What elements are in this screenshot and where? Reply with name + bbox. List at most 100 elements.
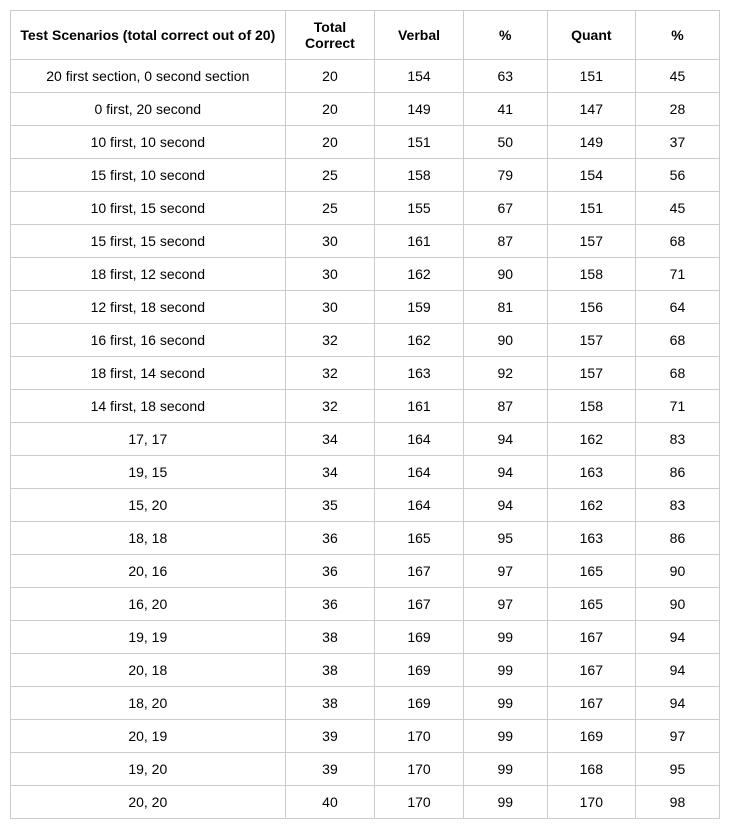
- table-cell: 39: [285, 720, 375, 753]
- table-cell: 155: [375, 192, 463, 225]
- table-cell: 161: [375, 390, 463, 423]
- table-cell: 63: [463, 60, 547, 93]
- table-cell: 151: [547, 60, 635, 93]
- table-row: 20, 19391709916997: [11, 720, 720, 753]
- table-cell: 90: [635, 588, 719, 621]
- table-cell: 20: [285, 93, 375, 126]
- table-cell: 97: [635, 720, 719, 753]
- table-cell: 90: [463, 324, 547, 357]
- table-cell: 151: [547, 192, 635, 225]
- table-cell: 168: [547, 753, 635, 786]
- table-cell: 30: [285, 258, 375, 291]
- col-header-verbal: Verbal: [375, 11, 463, 60]
- table-cell: 167: [547, 621, 635, 654]
- table-cell: 158: [547, 258, 635, 291]
- table-cell: 83: [635, 423, 719, 456]
- table-cell: 38: [285, 687, 375, 720]
- col-header-quant-pct: %: [635, 11, 719, 60]
- table-cell: 149: [547, 126, 635, 159]
- table-cell: 157: [547, 357, 635, 390]
- table-cell: 156: [547, 291, 635, 324]
- table-body: 20 first section, 0 second section201546…: [11, 60, 720, 819]
- table-cell: 83: [635, 489, 719, 522]
- table-cell: 164: [375, 456, 463, 489]
- table-cell: 10 first, 15 second: [11, 192, 286, 225]
- table-cell: 94: [635, 687, 719, 720]
- table-cell: 163: [547, 522, 635, 555]
- table-row: 18, 18361659516386: [11, 522, 720, 555]
- table-cell: 36: [285, 522, 375, 555]
- table-cell: 19, 20: [11, 753, 286, 786]
- table-cell: 167: [547, 687, 635, 720]
- table-cell: 35: [285, 489, 375, 522]
- table-cell: 162: [547, 423, 635, 456]
- table-cell: 163: [375, 357, 463, 390]
- table-row: 17, 17341649416283: [11, 423, 720, 456]
- table-cell: 19, 19: [11, 621, 286, 654]
- table-cell: 164: [375, 489, 463, 522]
- scenario-table: Test Scenarios (total correct out of 20)…: [10, 10, 720, 819]
- table-cell: 162: [547, 489, 635, 522]
- table-row: 18, 20381699916794: [11, 687, 720, 720]
- table-cell: 167: [547, 654, 635, 687]
- table-cell: 64: [635, 291, 719, 324]
- table-row: 19, 15341649416386: [11, 456, 720, 489]
- table-cell: 97: [463, 555, 547, 588]
- table-row: 15 first, 15 second301618715768: [11, 225, 720, 258]
- table-cell: 147: [547, 93, 635, 126]
- table-cell: 34: [285, 423, 375, 456]
- table-cell: 32: [285, 390, 375, 423]
- table-cell: 92: [463, 357, 547, 390]
- table-row: 18 first, 12 second301629015871: [11, 258, 720, 291]
- table-cell: 169: [375, 621, 463, 654]
- table-cell: 167: [375, 555, 463, 588]
- table-cell: 40: [285, 786, 375, 819]
- table-cell: 16, 20: [11, 588, 286, 621]
- table-cell: 99: [463, 654, 547, 687]
- table-cell: 170: [375, 786, 463, 819]
- table-row: 20, 16361679716590: [11, 555, 720, 588]
- table-row: 16, 20361679716590: [11, 588, 720, 621]
- table-cell: 99: [463, 753, 547, 786]
- table-cell: 20, 20: [11, 786, 286, 819]
- table-cell: 154: [547, 159, 635, 192]
- table-cell: 14 first, 18 second: [11, 390, 286, 423]
- table-row: 10 first, 15 second251556715145: [11, 192, 720, 225]
- table-cell: 157: [547, 324, 635, 357]
- table-cell: 87: [463, 225, 547, 258]
- table-cell: 68: [635, 225, 719, 258]
- table-cell: 97: [463, 588, 547, 621]
- table-cell: 170: [375, 753, 463, 786]
- table-row: 20, 20401709917098: [11, 786, 720, 819]
- table-cell: 36: [285, 555, 375, 588]
- table-cell: 94: [463, 456, 547, 489]
- table-cell: 94: [635, 621, 719, 654]
- table-cell: 18, 18: [11, 522, 286, 555]
- table-cell: 67: [463, 192, 547, 225]
- table-cell: 20: [285, 60, 375, 93]
- table-cell: 30: [285, 291, 375, 324]
- table-cell: 56: [635, 159, 719, 192]
- table-cell: 90: [635, 555, 719, 588]
- col-header-verbal-pct: %: [463, 11, 547, 60]
- table-row: 15, 20351649416283: [11, 489, 720, 522]
- table-cell: 99: [463, 720, 547, 753]
- table-cell: 163: [547, 456, 635, 489]
- table-cell: 17, 17: [11, 423, 286, 456]
- table-cell: 68: [635, 357, 719, 390]
- table-cell: 71: [635, 390, 719, 423]
- table-row: 19, 20391709916895: [11, 753, 720, 786]
- col-header-quant: Quant: [547, 11, 635, 60]
- table-cell: 99: [463, 786, 547, 819]
- table-cell: 0 first, 20 second: [11, 93, 286, 126]
- table-cell: 50: [463, 126, 547, 159]
- table-cell: 81: [463, 291, 547, 324]
- table-cell: 165: [375, 522, 463, 555]
- table-cell: 165: [547, 588, 635, 621]
- table-cell: 86: [635, 456, 719, 489]
- table-cell: 158: [547, 390, 635, 423]
- table-cell: 158: [375, 159, 463, 192]
- table-row: 0 first, 20 second201494114728: [11, 93, 720, 126]
- table-cell: 151: [375, 126, 463, 159]
- col-header-total: Total Correct: [285, 11, 375, 60]
